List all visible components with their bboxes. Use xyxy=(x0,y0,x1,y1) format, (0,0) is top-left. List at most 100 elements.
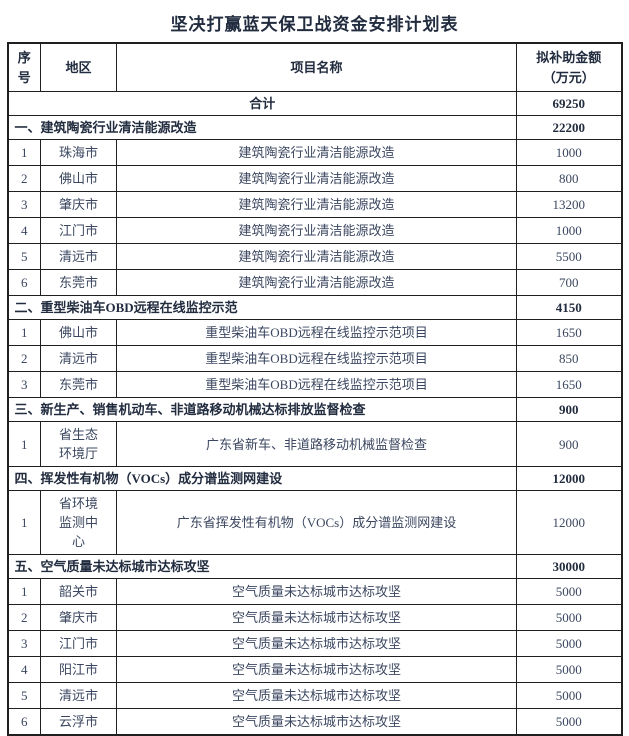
cell-amount: 700 xyxy=(516,269,622,296)
col-header-serial-number: 序 号 xyxy=(7,42,41,92)
table-row: 3 东莞市 重型柴油车OBD远程在线监控示范项目 1650 xyxy=(7,371,622,398)
table-row: 2 清远市 重型柴油车OBD远程在线监控示范项目 850 xyxy=(7,345,622,372)
cell-amount: 5000 xyxy=(516,656,622,683)
cell-region: 江门市 xyxy=(40,217,117,244)
cell-amount: 5000 xyxy=(516,578,622,605)
table-row: 3 肇庆市 建筑陶瓷行业清洁能源改造 13200 xyxy=(7,191,622,218)
table-row: 6 东莞市 建筑陶瓷行业清洁能源改造 700 xyxy=(7,269,622,296)
cell-project-name: 重型柴油车OBD远程在线监控示范项目 xyxy=(116,319,517,346)
cell-amount: 12000 xyxy=(516,490,622,555)
cell-project-name: 空气质量未达标城市达标攻坚 xyxy=(116,604,517,631)
cell-serial-number: 3 xyxy=(7,191,41,218)
cell-serial-number: 1 xyxy=(7,139,41,166)
table-row: 1 韶关市 空气质量未达标城市达标攻坚 5000 xyxy=(7,578,622,605)
table-row: 1 佛山市 重型柴油车OBD远程在线监控示范项目 1650 xyxy=(7,319,622,346)
cell-region: 东莞市 xyxy=(40,371,117,398)
cell-amount: 5000 xyxy=(516,708,622,736)
table-row: 4 江门市 建筑陶瓷行业清洁能源改造 1000 xyxy=(7,217,622,244)
cell-serial-number: 4 xyxy=(7,656,41,683)
cell-project-name: 空气质量未达标城市达标攻坚 xyxy=(116,578,517,605)
table-row: 2 佛山市 建筑陶瓷行业清洁能源改造 800 xyxy=(7,165,622,192)
table-row: 3 江门市 空气质量未达标城市达标攻坚 5000 xyxy=(7,630,622,657)
cell-serial-number: 5 xyxy=(7,682,41,709)
cell-serial-number: 4 xyxy=(7,217,41,244)
cell-region: 省环境监测中心 xyxy=(40,490,117,555)
table-row: 5 清远市 建筑陶瓷行业清洁能源改造 5500 xyxy=(7,243,622,270)
cell-amount: 5500 xyxy=(516,243,622,270)
cell-project-name: 建筑陶瓷行业清洁能源改造 xyxy=(116,217,517,244)
cell-region: 韶关市 xyxy=(40,578,117,605)
cell-project-name: 建筑陶瓷行业清洁能源改造 xyxy=(116,165,517,192)
cell-serial-number: 1 xyxy=(7,421,41,467)
cell-serial-number: 3 xyxy=(7,630,41,657)
cell-serial-number: 1 xyxy=(7,319,41,346)
total-label: 合计 xyxy=(7,91,517,116)
cell-amount: 800 xyxy=(516,165,622,192)
cell-project-name: 重型柴油车OBD远程在线监控示范项目 xyxy=(116,345,517,372)
cell-region: 肇庆市 xyxy=(40,604,117,631)
cell-serial-number: 2 xyxy=(7,165,41,192)
cell-project-name: 空气质量未达标城市达标攻坚 xyxy=(116,630,517,657)
table-row: 5 清远市 空气质量未达标城市达标攻坚 5000 xyxy=(7,682,622,709)
section-title: 一、建筑陶瓷行业清洁能源改造 xyxy=(7,115,517,140)
table-header-row: 序 号 地区 项目名称 拟补助金额 （万元） xyxy=(7,42,622,92)
cell-region: 江门市 xyxy=(40,630,117,657)
cell-amount: 5000 xyxy=(516,630,622,657)
section-amount: 22200 xyxy=(516,115,622,140)
cell-project-name: 广东省挥发性有机物（VOCs）成分谱监测网建设 xyxy=(116,490,517,555)
cell-serial-number: 6 xyxy=(7,269,41,296)
col-header-project-name: 项目名称 xyxy=(116,42,517,92)
cell-project-name: 重型柴油车OBD远程在线监控示范项目 xyxy=(116,371,517,398)
cell-region: 阳江市 xyxy=(40,656,117,683)
table-row: 2 肇庆市 空气质量未达标城市达标攻坚 5000 xyxy=(7,604,622,631)
cell-region: 珠海市 xyxy=(40,139,117,166)
table-row: 1 珠海市 建筑陶瓷行业清洁能源改造 1000 xyxy=(7,139,622,166)
cell-serial-number: 2 xyxy=(7,604,41,631)
cell-serial-number: 5 xyxy=(7,243,41,270)
col-header-amount: 拟补助金额 （万元） xyxy=(516,42,622,92)
section-amount: 900 xyxy=(516,397,622,422)
section-row: 四、挥发性有机物（VOCs）成分谱监测网建设 12000 xyxy=(7,466,622,491)
section-title: 五、空气质量未达标城市达标攻坚 xyxy=(7,554,517,579)
cell-project-name: 建筑陶瓷行业清洁能源改造 xyxy=(116,139,517,166)
cell-serial-number: 2 xyxy=(7,345,41,372)
cell-project-name: 建筑陶瓷行业清洁能源改造 xyxy=(116,269,517,296)
cell-amount: 1000 xyxy=(516,139,622,166)
cell-amount: 1650 xyxy=(516,319,622,346)
cell-region: 清远市 xyxy=(40,345,117,372)
fund-plan-table: 序 号 地区 项目名称 拟补助金额 （万元） 合计 69250 一、建筑陶瓷行业… xyxy=(6,42,623,736)
cell-region: 清远市 xyxy=(40,682,117,709)
cell-project-name: 广东省新车、非道路移动机械监督检查 xyxy=(116,421,517,467)
section-row: 三、新生产、销售机动车、非道路移动机械达标排放监督检查 900 xyxy=(7,397,622,422)
col-header-region: 地区 xyxy=(40,42,117,92)
cell-region: 佛山市 xyxy=(40,319,117,346)
cell-project-name: 建筑陶瓷行业清洁能源改造 xyxy=(116,243,517,270)
table-row: 6 云浮市 空气质量未达标城市达标攻坚 5000 xyxy=(7,708,622,736)
section-amount: 30000 xyxy=(516,554,622,579)
cell-amount: 1650 xyxy=(516,371,622,398)
cell-serial-number: 1 xyxy=(7,490,41,555)
total-amount: 69250 xyxy=(516,91,622,116)
cell-region: 省生态环境厅 xyxy=(40,421,117,467)
cell-region: 东莞市 xyxy=(40,269,117,296)
section-row: 一、建筑陶瓷行业清洁能源改造 22200 xyxy=(7,115,622,140)
table-row: 1 省环境监测中心 广东省挥发性有机物（VOCs）成分谱监测网建设 12000 xyxy=(7,490,622,555)
cell-amount: 900 xyxy=(516,421,622,467)
cell-amount: 13200 xyxy=(516,191,622,218)
section-row: 二、重型柴油车OBD远程在线监控示范 4150 xyxy=(7,295,622,320)
page-title: 坚决打赢蓝天保卫战资金安排计划表 xyxy=(170,15,459,34)
cell-region: 佛山市 xyxy=(40,165,117,192)
cell-amount: 1000 xyxy=(516,217,622,244)
cell-serial-number: 6 xyxy=(7,708,41,736)
cell-project-name: 空气质量未达标城市达标攻坚 xyxy=(116,708,517,736)
table-row: 1 省生态环境厅 广东省新车、非道路移动机械监督检查 900 xyxy=(7,421,622,467)
section-title: 三、新生产、销售机动车、非道路移动机械达标排放监督检查 xyxy=(7,397,517,422)
cell-amount: 850 xyxy=(516,345,622,372)
cell-amount: 5000 xyxy=(516,604,622,631)
section-title: 四、挥发性有机物（VOCs）成分谱监测网建设 xyxy=(7,466,517,491)
total-row: 合计 69250 xyxy=(7,91,622,116)
section-amount: 12000 xyxy=(516,466,622,491)
section-row: 五、空气质量未达标城市达标攻坚 30000 xyxy=(7,554,622,579)
table-row: 4 阳江市 空气质量未达标城市达标攻坚 5000 xyxy=(7,656,622,683)
section-amount: 4150 xyxy=(516,295,622,320)
